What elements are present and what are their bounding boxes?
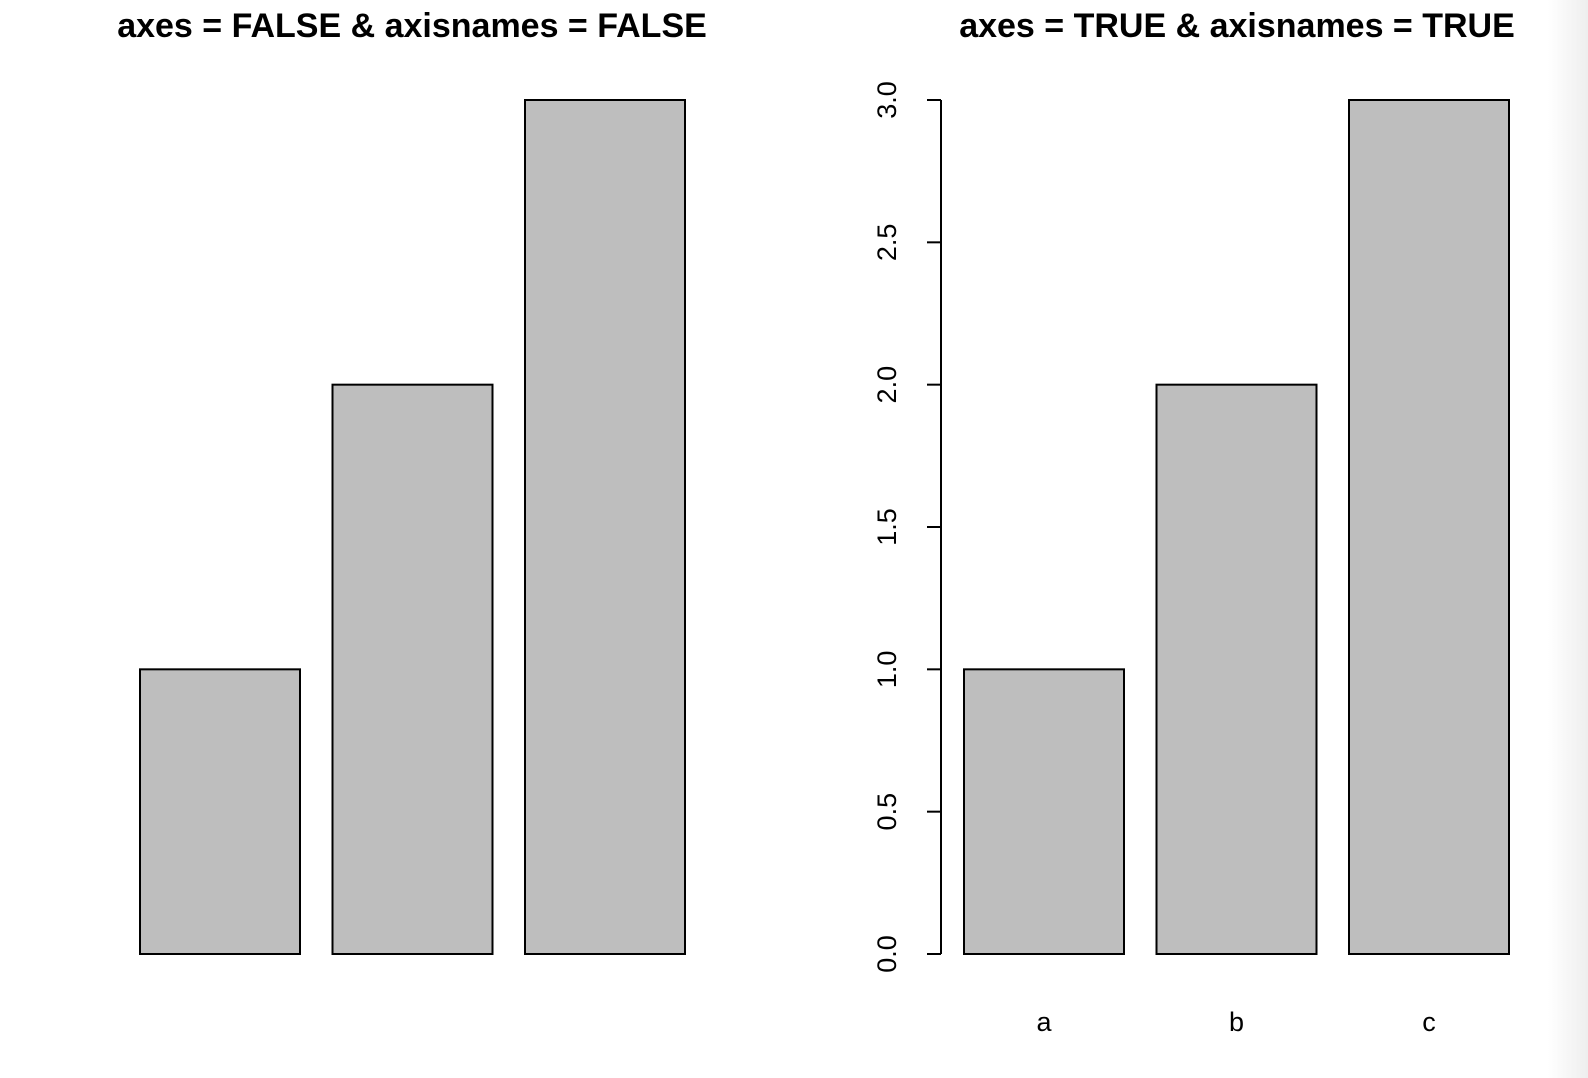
window-edge-shadow bbox=[1548, 0, 1588, 1078]
bar-a bbox=[963, 668, 1125, 955]
chart-title-2: axes = TRUE & axisnames = TRUE bbox=[959, 7, 1515, 45]
bar-c bbox=[524, 99, 686, 955]
y-tick-label: 0.5 bbox=[872, 793, 902, 831]
x-tick-label-c: c bbox=[1422, 1007, 1436, 1037]
bar-b bbox=[1155, 383, 1318, 955]
chart-title-1: axes = FALSE & axisnames = FALSE bbox=[117, 7, 707, 45]
bar-a bbox=[139, 668, 301, 955]
x-tick-label-b: b bbox=[1229, 1007, 1244, 1037]
y-tick-label: 1.0 bbox=[872, 651, 902, 689]
bar-b bbox=[331, 383, 494, 955]
bar-c bbox=[1348, 99, 1510, 955]
y-tick-label: 3.0 bbox=[872, 81, 902, 119]
y-tick-label: 0.0 bbox=[872, 935, 902, 973]
x-tick-label-a: a bbox=[1036, 1007, 1052, 1037]
y-tick-label: 1.5 bbox=[872, 508, 902, 546]
y-tick-label: 2.5 bbox=[872, 224, 902, 262]
y-tick-label: 2.0 bbox=[872, 366, 902, 404]
